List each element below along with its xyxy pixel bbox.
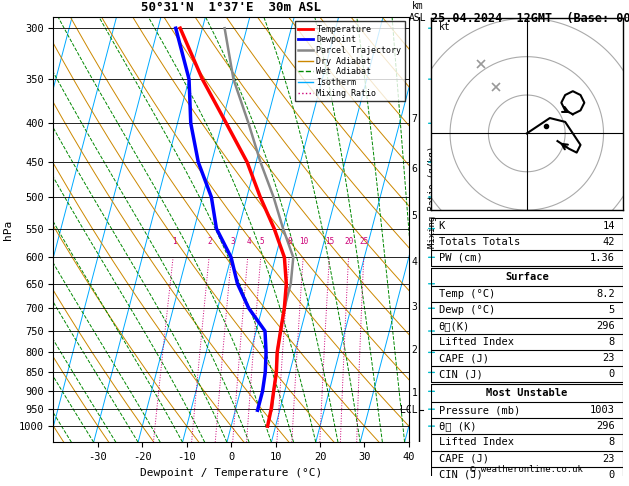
Text: Lifted Index: Lifted Index xyxy=(438,437,513,448)
Text: 6: 6 xyxy=(411,164,418,174)
Text: CIN (J): CIN (J) xyxy=(438,470,482,480)
Y-axis label: hPa: hPa xyxy=(3,220,13,240)
Text: 5: 5 xyxy=(609,305,615,315)
Text: Pressure (mb): Pressure (mb) xyxy=(438,405,520,415)
Text: 1: 1 xyxy=(172,237,177,246)
Text: θᴇ (K): θᴇ (K) xyxy=(438,421,476,432)
Text: 1003: 1003 xyxy=(590,405,615,415)
X-axis label: Dewpoint / Temperature (°C): Dewpoint / Temperature (°C) xyxy=(140,468,322,478)
Text: 14: 14 xyxy=(603,221,615,231)
Text: 8: 8 xyxy=(609,437,615,448)
Text: Most Unstable: Most Unstable xyxy=(486,388,567,399)
Text: 8: 8 xyxy=(609,337,615,347)
Text: CAPE (J): CAPE (J) xyxy=(438,353,489,363)
Text: 5: 5 xyxy=(259,237,264,246)
Text: 15: 15 xyxy=(325,237,335,246)
Text: 8.2: 8.2 xyxy=(596,289,615,299)
Text: K: K xyxy=(438,221,445,231)
Text: Mixing Ratio (g/kg): Mixing Ratio (g/kg) xyxy=(428,146,437,248)
Text: 296: 296 xyxy=(596,421,615,432)
Text: PW (cm): PW (cm) xyxy=(438,253,482,263)
Text: 25.04.2024  12GMT  (Base: 00): 25.04.2024 12GMT (Base: 00) xyxy=(431,12,629,25)
Text: km
ASL: km ASL xyxy=(408,1,426,23)
Text: 296: 296 xyxy=(596,321,615,331)
Text: 1.36: 1.36 xyxy=(590,253,615,263)
Text: 2: 2 xyxy=(411,346,418,355)
Text: 8: 8 xyxy=(287,237,292,246)
Text: LCL: LCL xyxy=(399,405,418,415)
Text: Dewp (°C): Dewp (°C) xyxy=(438,305,495,315)
Text: 4: 4 xyxy=(411,257,418,267)
Text: CAPE (J): CAPE (J) xyxy=(438,453,489,464)
Text: 23: 23 xyxy=(603,353,615,363)
Text: 23: 23 xyxy=(603,453,615,464)
Text: Totals Totals: Totals Totals xyxy=(438,237,520,247)
Title: 50°31'N  1°37'E  30m ASL: 50°31'N 1°37'E 30m ASL xyxy=(141,1,321,15)
Text: 4: 4 xyxy=(247,237,251,246)
Text: © weatheronline.co.uk: © weatheronline.co.uk xyxy=(470,465,583,474)
Text: kt: kt xyxy=(438,22,450,32)
Text: 10: 10 xyxy=(299,237,309,246)
Text: Temp (°C): Temp (°C) xyxy=(438,289,495,299)
Legend: Temperature, Dewpoint, Parcel Trajectory, Dry Adiabat, Wet Adiabat, Isotherm, Mi: Temperature, Dewpoint, Parcel Trajectory… xyxy=(294,21,404,101)
Text: 7: 7 xyxy=(411,114,418,124)
Text: CIN (J): CIN (J) xyxy=(438,369,482,380)
Text: 0: 0 xyxy=(609,369,615,380)
Text: 3: 3 xyxy=(411,302,418,312)
Text: θᴇ(K): θᴇ(K) xyxy=(438,321,470,331)
Text: 1: 1 xyxy=(411,388,418,398)
Text: 3: 3 xyxy=(230,237,235,246)
Text: 20: 20 xyxy=(345,237,353,246)
Text: 5: 5 xyxy=(411,211,418,221)
Text: 25: 25 xyxy=(360,237,369,246)
Text: Surface: Surface xyxy=(505,272,548,282)
Text: 0: 0 xyxy=(609,470,615,480)
Text: 42: 42 xyxy=(603,237,615,247)
Text: Lifted Index: Lifted Index xyxy=(438,337,513,347)
Text: 2: 2 xyxy=(208,237,213,246)
